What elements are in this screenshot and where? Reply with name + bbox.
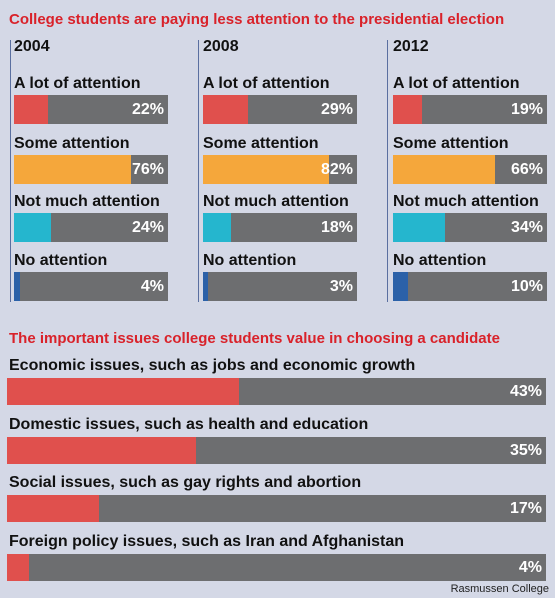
- attention-bar: 66%: [393, 155, 547, 184]
- attention-bar-fill: [203, 155, 330, 184]
- attention-bar-fill: [393, 155, 495, 184]
- issue-value-label: 43%: [509, 382, 542, 400]
- attention-value-label: 66%: [510, 160, 543, 178]
- attention-bar: 24%: [14, 213, 168, 242]
- source-credit: Rasmussen College: [450, 583, 549, 595]
- attention-bar-fill: [14, 213, 51, 242]
- attention-value-label: 82%: [320, 160, 353, 178]
- attention-label: Some attention: [14, 135, 130, 152]
- issue-bar-fill: [7, 495, 99, 522]
- chart-title-issues: The important issues college students va…: [9, 330, 500, 347]
- attention-value-label: 22%: [131, 100, 164, 118]
- attention-bar: 19%: [393, 95, 547, 124]
- attention-label: A lot of attention: [393, 75, 520, 92]
- attention-bar-fill: [203, 95, 248, 124]
- issue-value-label: 17%: [509, 499, 542, 517]
- attention-label: Some attention: [203, 135, 319, 152]
- panel-year: 2004: [14, 38, 50, 55]
- attention-value-label: 19%: [510, 100, 543, 118]
- attention-label: No attention: [14, 252, 108, 269]
- attention-bar: 4%: [14, 272, 168, 301]
- attention-bar-fill: [14, 95, 48, 124]
- attention-bar-fill: [203, 213, 231, 242]
- attention-bar: 76%: [14, 155, 168, 184]
- attention-value-label: 3%: [329, 277, 353, 295]
- panel-year: 2012: [393, 38, 429, 55]
- panel-year: 2008: [203, 38, 239, 55]
- issue-value-label: 35%: [509, 441, 542, 459]
- issue-bar-fill: [7, 437, 196, 464]
- attention-bar-fill: [393, 272, 409, 301]
- attention-bar: 10%: [393, 272, 547, 301]
- attention-label: A lot of attention: [14, 75, 141, 92]
- attention-value-label: 18%: [320, 218, 353, 236]
- attention-bar-fill: [393, 213, 446, 242]
- attention-label: Not much attention: [203, 193, 349, 210]
- attention-bar-fill: [14, 272, 21, 301]
- issue-label: Social issues, such as gay rights and ab…: [9, 474, 362, 491]
- attention-value-label: 4%: [140, 277, 164, 295]
- attention-bar-fill: [393, 95, 423, 124]
- issue-label: Foreign policy issues, such as Iran and …: [9, 533, 405, 550]
- issue-bar-fill: [7, 378, 239, 405]
- attention-value-label: 76%: [131, 160, 164, 178]
- attention-label: Not much attention: [14, 193, 160, 210]
- attention-value-label: 10%: [510, 277, 543, 295]
- attention-value-label: 29%: [320, 100, 353, 118]
- issue-bar: 43%: [7, 378, 546, 405]
- attention-bar: 82%: [203, 155, 357, 184]
- issue-bar: 4%: [7, 554, 546, 581]
- attention-label: Some attention: [393, 135, 509, 152]
- chart-title-attention: College students are paying less attenti…: [9, 11, 505, 28]
- attention-bar-fill: [14, 155, 132, 184]
- issue-bar: 35%: [7, 437, 546, 464]
- attention-bar-fill: [203, 272, 208, 301]
- issue-value-label: 4%: [518, 558, 542, 576]
- attention-bar: 34%: [393, 213, 547, 242]
- attention-label: Not much attention: [393, 193, 539, 210]
- issue-label: Economic issues, such as jobs and econom…: [9, 357, 416, 374]
- attention-label: No attention: [203, 252, 297, 269]
- panel-divider: [10, 40, 11, 302]
- attention-value-label: 34%: [510, 218, 543, 236]
- panel-divider: [198, 40, 199, 302]
- issue-bar: 17%: [7, 495, 546, 522]
- attention-value-label: 24%: [131, 218, 164, 236]
- attention-bar: 22%: [14, 95, 168, 124]
- issue-bar-fill: [7, 554, 29, 581]
- attention-label: No attention: [393, 252, 487, 269]
- panel-divider: [387, 40, 388, 302]
- attention-bar: 18%: [203, 213, 357, 242]
- issue-label: Domestic issues, such as health and educ…: [9, 416, 369, 433]
- attention-label: A lot of attention: [203, 75, 330, 92]
- attention-bar: 29%: [203, 95, 357, 124]
- attention-bar: 3%: [203, 272, 357, 301]
